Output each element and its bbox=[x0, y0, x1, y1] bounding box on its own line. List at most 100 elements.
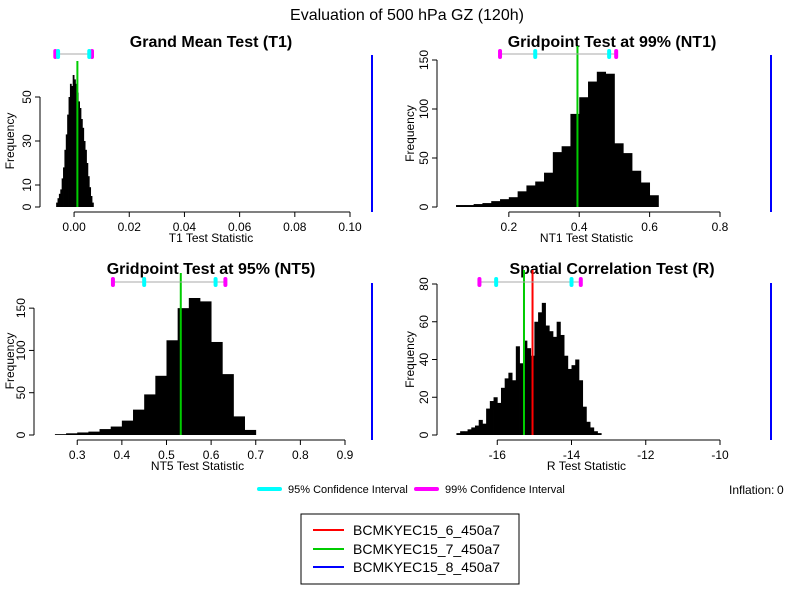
y-tick-label: 0 bbox=[20, 203, 34, 210]
y-tick-label: 50 bbox=[417, 151, 431, 165]
y-tick-label: 150 bbox=[417, 50, 431, 70]
histogram-bar bbox=[68, 97, 71, 207]
y-tick-label: 30 bbox=[20, 134, 34, 148]
histogram-bar bbox=[564, 355, 569, 435]
x-tick-label: 0.4 bbox=[571, 220, 588, 234]
histogram-bar bbox=[649, 195, 659, 207]
run6-legend-label: BCMKYEC15_6_450a7 bbox=[353, 522, 500, 538]
histogram-bar bbox=[549, 331, 554, 435]
x-axis-label: R Test Statistic bbox=[547, 459, 626, 473]
histogram-bar bbox=[463, 431, 468, 435]
y-tick-label: 150 bbox=[14, 298, 28, 318]
histogram-bar bbox=[552, 152, 563, 207]
histogram-panel: Gridpoint Test at 95% (NT5) 0.3 0.4 0.5 0.6 0… bbox=[3, 261, 373, 473]
inflation-readout: Inflation: 0 bbox=[729, 483, 784, 497]
histogram-bar bbox=[244, 429, 257, 435]
histogram-bar bbox=[471, 427, 476, 435]
histogram-bar bbox=[79, 108, 82, 207]
panel-title: Grand Mean Test (T1) bbox=[130, 34, 292, 51]
histogram-bar bbox=[77, 432, 89, 435]
histogram-bar bbox=[57, 198, 60, 207]
histogram-bar bbox=[75, 83, 78, 207]
histogram-bar bbox=[473, 204, 483, 207]
histogram-bar bbox=[478, 419, 483, 435]
inflation-label: Inflation: bbox=[729, 483, 774, 497]
x-axis-label: NT1 Test Statistic bbox=[540, 231, 633, 245]
histogram-bar bbox=[486, 408, 491, 435]
y-tick-label: 0 bbox=[417, 203, 431, 210]
histogram-bar bbox=[64, 149, 67, 207]
figure-title: Evaluation of 500 hPa GZ (120h) bbox=[290, 7, 524, 24]
histogram-bar bbox=[456, 205, 466, 207]
histogram-bar bbox=[482, 203, 492, 207]
x-axis-label: NT5 Test Statistic bbox=[151, 459, 244, 473]
confidence-interval-marker bbox=[498, 49, 619, 59]
histogram-bar bbox=[222, 374, 234, 435]
histogram-bar bbox=[575, 359, 580, 435]
y-tick-label: 80 bbox=[417, 277, 431, 291]
histogram-bar bbox=[500, 387, 506, 435]
histogram-bar bbox=[71, 86, 74, 207]
y-tick-label: 40 bbox=[417, 353, 431, 367]
histogram-bar bbox=[474, 425, 480, 435]
histogram-bar bbox=[567, 368, 572, 435]
histogram-bar bbox=[144, 394, 156, 435]
histogram-bar bbox=[614, 143, 624, 207]
histogram-bar bbox=[515, 346, 520, 435]
histogram-bar bbox=[88, 431, 100, 435]
y-tick-label: 50 bbox=[20, 90, 34, 104]
x-tick-label: 0.04 bbox=[173, 220, 197, 234]
histogram-bar bbox=[89, 187, 92, 207]
y-tick-label: 0 bbox=[14, 431, 28, 438]
y-tick-label: 100 bbox=[417, 99, 431, 119]
histogram-bar bbox=[60, 189, 63, 207]
histogram-bar bbox=[535, 181, 545, 207]
histogram-bar bbox=[570, 113, 580, 207]
histogram-bar bbox=[67, 114, 69, 207]
histogram-bar bbox=[590, 427, 595, 435]
confidence-interval-marker bbox=[53, 49, 95, 59]
histogram-panels: Grand Mean Test (T1) 0.00 0.02 0.04 0.06 0.08… bbox=[3, 34, 772, 473]
histogram-bar bbox=[155, 375, 167, 435]
histogram-bar bbox=[571, 365, 576, 435]
histogram-bar bbox=[87, 176, 90, 207]
histogram-bar bbox=[541, 302, 546, 435]
histogram-bar bbox=[605, 73, 615, 207]
histogram-bar bbox=[582, 406, 587, 435]
histogram-bar bbox=[460, 431, 465, 435]
histogram-bar bbox=[526, 348, 532, 435]
x-tick-label: 0.7 bbox=[247, 448, 264, 462]
histogram-bar bbox=[83, 141, 86, 207]
histogram-bar bbox=[545, 325, 550, 435]
histogram-bar bbox=[65, 134, 68, 207]
x-tick-label: 0.6 bbox=[203, 448, 220, 462]
histogram-bar bbox=[74, 79, 76, 207]
histogram-bar bbox=[500, 199, 510, 207]
histogram-bar bbox=[188, 297, 201, 435]
histogram-bar bbox=[544, 172, 554, 207]
x-tick-label: -16 bbox=[489, 448, 507, 462]
histogram-bar bbox=[526, 185, 536, 207]
histogram-bar bbox=[623, 153, 633, 207]
histogram-bar bbox=[85, 149, 87, 207]
x-tick-label: 0.00 bbox=[62, 220, 86, 234]
run7-legend-label: BCMKYEC15_7_450a7 bbox=[353, 541, 500, 557]
y-axis-label: Frequency bbox=[403, 105, 417, 162]
x-tick-label: -14 bbox=[563, 448, 581, 462]
confidence-interval-marker bbox=[110, 277, 228, 287]
y-tick-label: 50 bbox=[14, 386, 28, 400]
histogram-bar bbox=[523, 340, 528, 435]
histogram-bar bbox=[199, 301, 212, 435]
histogram-bar bbox=[556, 321, 561, 435]
histogram-panel: Spatial Correlation Test (R) -16 -14 -12 -10… bbox=[403, 261, 772, 473]
histogram-bar bbox=[133, 409, 145, 435]
histogram-bar bbox=[58, 193, 61, 207]
histogram-bar bbox=[597, 433, 602, 435]
histogram-bar bbox=[517, 191, 527, 207]
histogram-bar bbox=[519, 363, 524, 435]
histogram-bar bbox=[78, 101, 80, 207]
histogram-bar bbox=[54, 434, 67, 435]
x-tick-label: 0.4 bbox=[114, 448, 131, 462]
histogram-bar bbox=[552, 336, 558, 435]
